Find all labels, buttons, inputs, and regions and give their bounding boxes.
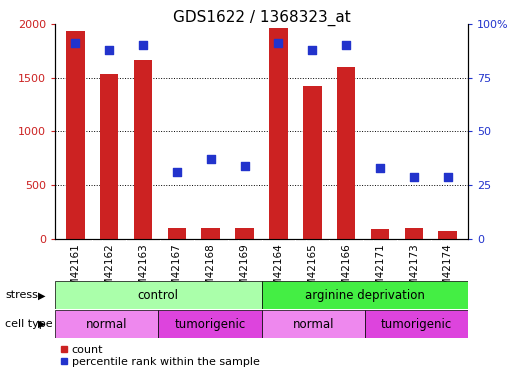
Bar <box>337 67 356 239</box>
Bar <box>134 60 152 239</box>
Text: GSM42169: GSM42169 <box>240 243 249 300</box>
Bar <box>262 281 468 309</box>
Point <box>274 40 282 46</box>
Text: cell type: cell type <box>5 319 53 329</box>
Text: normal: normal <box>86 318 127 331</box>
Text: tumorigenic: tumorigenic <box>381 318 452 331</box>
Bar <box>235 228 254 239</box>
Text: tumorigenic: tumorigenic <box>174 318 245 331</box>
Text: GSM42173: GSM42173 <box>409 243 419 300</box>
Text: GDS1622 / 1368323_at: GDS1622 / 1368323_at <box>173 9 350 26</box>
Text: stress: stress <box>5 290 38 300</box>
Bar <box>201 228 220 239</box>
Text: GSM42163: GSM42163 <box>138 243 148 300</box>
Point <box>207 156 215 162</box>
Point <box>308 46 316 53</box>
Text: GSM42161: GSM42161 <box>70 243 80 300</box>
Text: GSM42165: GSM42165 <box>308 243 317 300</box>
Bar <box>158 310 262 338</box>
Point <box>410 174 418 180</box>
Point <box>444 174 452 180</box>
Point <box>173 170 181 176</box>
Text: control: control <box>138 289 179 302</box>
Bar <box>371 229 389 239</box>
Bar <box>55 310 158 338</box>
Text: GSM42171: GSM42171 <box>375 243 385 300</box>
Text: arginine deprivation: arginine deprivation <box>305 289 425 302</box>
Text: GSM42164: GSM42164 <box>274 243 283 300</box>
Bar <box>365 310 468 338</box>
Bar <box>405 228 423 239</box>
Bar <box>303 86 322 239</box>
Text: GSM42174: GSM42174 <box>443 243 453 300</box>
Point <box>376 165 384 171</box>
Legend: count, percentile rank within the sample: count, percentile rank within the sample <box>61 345 259 367</box>
Point <box>139 42 147 48</box>
Text: ▶: ▶ <box>38 290 45 300</box>
Bar <box>66 31 85 239</box>
Point <box>105 46 113 53</box>
Point <box>241 163 249 169</box>
Text: GSM42167: GSM42167 <box>172 243 182 300</box>
Text: GSM42168: GSM42168 <box>206 243 215 300</box>
Bar <box>262 310 365 338</box>
Text: normal: normal <box>292 318 334 331</box>
Text: ▶: ▶ <box>38 319 45 329</box>
Text: GSM42162: GSM42162 <box>104 243 114 300</box>
Point <box>342 42 350 48</box>
Text: GSM42166: GSM42166 <box>341 243 351 300</box>
Bar <box>55 281 262 309</box>
Bar <box>167 228 186 239</box>
Bar <box>438 231 457 239</box>
Bar <box>100 74 118 239</box>
Bar <box>269 28 288 239</box>
Point <box>71 40 79 46</box>
